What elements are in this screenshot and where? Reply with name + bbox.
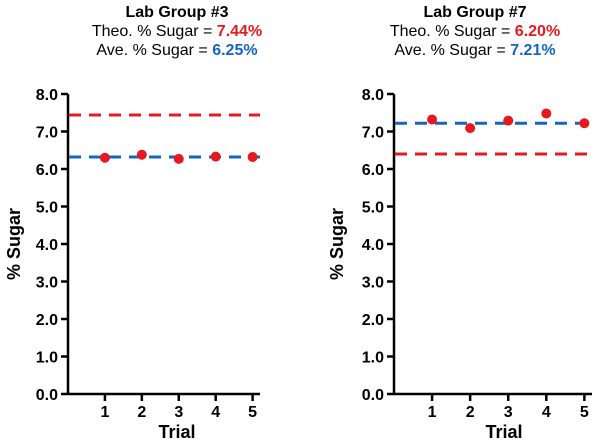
data-point <box>579 118 590 129</box>
theo-sugar-line: Theo. % Sugar = 7.44% <box>47 22 307 41</box>
x-axis-title: Trial <box>485 422 522 442</box>
data-point <box>136 149 147 160</box>
ave-sugar-label: Ave. % Sugar = <box>96 42 208 59</box>
theo-sugar-value: 6.20% <box>514 23 561 40</box>
y-tick-label: 6.0 <box>362 162 384 179</box>
chart-panel-group-7: Lab Group #7 Theo. % Sugar = 6.20% Ave. … <box>300 0 600 444</box>
x-tick-label: 4 <box>211 404 220 421</box>
chart-svg: 0.0 1.0 2.0 3.0 4.0 5.0 6.0 7.0 8.0 1 2 3 4 5 Trial % S… <box>4 87 260 442</box>
y-tick-label: 3.0 <box>36 275 58 292</box>
y-tick-label: 0.0 <box>362 387 384 404</box>
y-tick-label: 7.0 <box>362 125 384 142</box>
theo-sugar-label: Theo. % Sugar = <box>389 23 511 40</box>
theo-sugar-line: Theo. % Sugar = 6.20% <box>345 22 600 41</box>
y-tick-label: 0.0 <box>36 387 58 404</box>
data-point <box>247 152 258 162</box>
y-tick-label: 2.0 <box>36 312 58 329</box>
y-tick-label: 6.0 <box>36 162 58 179</box>
ave-sugar-value: 7.21% <box>510 42 556 59</box>
y-tick-label: 8.0 <box>36 87 58 104</box>
y-axis-title: % Sugar <box>327 208 347 280</box>
chart-header: Lab Group #3 Theo. % Sugar = 7.44% Ave. … <box>47 3 307 60</box>
y-tick-label: 5.0 <box>36 200 58 217</box>
y-tick-label: 1.0 <box>362 350 384 367</box>
theo-sugar-label: Theo. % Sugar = <box>91 23 213 40</box>
x-tick-label: 3 <box>504 404 513 421</box>
y-tick-label: 1.0 <box>36 350 58 367</box>
chart-svg: 0.0 1.0 2.0 3.0 4.0 5.0 6.0 7.0 8.0 1 2 3 4 5 Trial % S… <box>327 87 592 442</box>
chart-title: Lab Group #7 <box>423 4 527 21</box>
data-point <box>173 153 184 164</box>
data-point <box>503 115 514 126</box>
y-tick-label: 5.0 <box>362 200 384 217</box>
chart-header: Lab Group #7 Theo. % Sugar = 6.20% Ave. … <box>345 3 600 60</box>
y-tick-label: 8.0 <box>362 87 384 104</box>
ave-sugar-label: Ave. % Sugar = <box>394 42 506 59</box>
x-tick-label: 5 <box>248 404 257 421</box>
y-tick-label: 3.0 <box>362 275 384 292</box>
x-tick-label: 1 <box>100 404 109 421</box>
ave-sugar-line: Ave. % Sugar = 6.25% <box>47 41 307 60</box>
chart-panel-group-3: Lab Group #3 Theo. % Sugar = 7.44% Ave. … <box>4 4 262 442</box>
x-tick-label: 1 <box>428 404 437 421</box>
data-point <box>99 152 110 163</box>
data-point <box>210 151 221 162</box>
x-tick-label: 4 <box>542 404 551 421</box>
data-point <box>541 108 552 119</box>
y-tick-label: 7.0 <box>36 125 58 142</box>
theo-sugar-value: 7.44% <box>216 23 263 40</box>
x-tick-label: 2 <box>137 404 146 421</box>
y-tick-label: 4.0 <box>36 237 58 254</box>
y-axis-title: % Sugar <box>4 208 24 280</box>
data-point <box>465 123 476 134</box>
chart-title: Lab Group #3 <box>125 4 229 21</box>
y-tick-label: 4.0 <box>362 237 384 254</box>
ave-sugar-line: Ave. % Sugar = 7.21% <box>345 41 600 60</box>
x-axis-title: Trial <box>158 422 195 442</box>
x-tick-label: 2 <box>466 404 475 421</box>
x-tick-label: 5 <box>580 404 589 421</box>
x-tick-label: 3 <box>174 404 183 421</box>
data-point <box>427 114 438 125</box>
y-tick-label: 2.0 <box>362 312 384 329</box>
ave-sugar-value: 6.25% <box>212 42 258 59</box>
